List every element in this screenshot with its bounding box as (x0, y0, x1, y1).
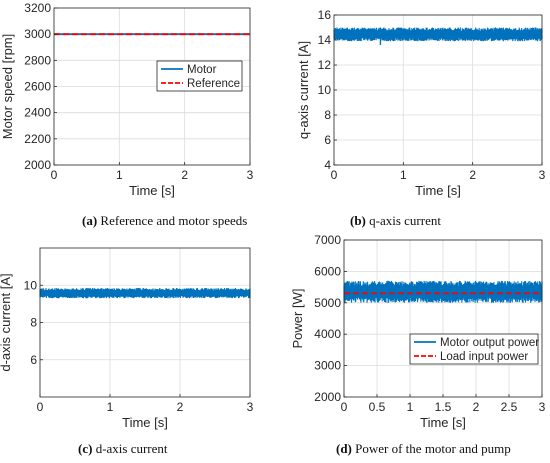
x-tick-label: 0 (341, 400, 348, 414)
x-tick-label: 2 (473, 400, 480, 414)
y-tick-label: 5000 (314, 296, 341, 310)
x-tick-label: 2 (177, 400, 184, 414)
x-tick-label: 0 (51, 168, 58, 182)
y-tick-label: 10 (24, 278, 38, 292)
y-tick-label: 16 (318, 8, 332, 22)
y-tick-label: 4 (324, 158, 331, 172)
x-tick-label: 2 (469, 168, 476, 182)
y-tick-label: 10 (318, 83, 332, 97)
x-tick-label: 1 (116, 168, 123, 182)
caption-a: (a) Reference and motor speeds (82, 213, 247, 229)
y-axis-label: q-axis current [A] (296, 41, 311, 139)
y-tick-label: 12 (318, 58, 332, 72)
series-line (333, 27, 543, 42)
caption-b-label: (b) (350, 213, 366, 228)
y-tick-label: 6 (30, 353, 37, 367)
y-tick-label: 7000 (314, 233, 341, 247)
x-tick-label: 2.5 (501, 400, 518, 414)
x-axis-label: Time [s] (420, 415, 466, 430)
x-axis-label: Time [s] (129, 183, 175, 198)
series-line (343, 280, 543, 303)
x-axis-label: Time [s] (415, 183, 461, 198)
y-tick-label: 2000 (314, 390, 341, 404)
y-tick-label: 2800 (24, 53, 51, 67)
y-tick-label: 6000 (314, 264, 341, 278)
legend: Motor Reference (156, 60, 243, 92)
caption-c: (c) d-axis current (78, 441, 168, 457)
y-axis-label: Power [W] (290, 289, 305, 349)
legend-box (156, 60, 243, 92)
legend-entry: Motor output power (440, 337, 539, 349)
x-tick-label: 3 (539, 400, 546, 414)
legend-entry: Load input power (440, 351, 528, 363)
caption-a-label: (a) (82, 213, 98, 228)
legend-entry: Motor (187, 64, 217, 76)
y-tick-label: 2000 (24, 158, 51, 172)
x-tick-label: 1 (407, 400, 414, 414)
y-tick-label: 6 (324, 133, 331, 147)
x-tick-label: 0.5 (369, 400, 386, 414)
legend-entry: Reference (187, 78, 240, 90)
chart-c: 0 1 2 3 6 8 10 Time [s] d-axis current [A] (0, 247, 254, 430)
legend-box (409, 333, 539, 365)
y-tick-label: 2600 (24, 80, 51, 94)
caption-c-label: (c) (78, 441, 93, 456)
y-tick-label: 8 (30, 316, 37, 330)
x-tick-label: 0 (331, 168, 338, 182)
x-tick-label: 1 (400, 168, 407, 182)
y-tick-label: 8 (324, 108, 331, 122)
caption-b: (b) q-axis current (350, 213, 441, 229)
x-tick-label: 3 (247, 168, 254, 182)
x-tick-label: 3 (247, 400, 254, 414)
series-line (39, 288, 251, 299)
legend: Motor output power Load input power (409, 333, 539, 365)
caption-d-text: Power of the motor and pump (351, 441, 511, 456)
caption-d: (d) Power of the motor and pump (336, 441, 511, 457)
y-tick-label: 3000 (24, 27, 51, 41)
y-axis-label: Motor speed [rpm] (0, 34, 15, 140)
chart-d: 0 0.5 1 1.5 2 2.5 3 2000 3000 4000 5000 6000 7000 Tim… (290, 233, 546, 430)
y-tick-label: 2400 (24, 106, 51, 120)
x-tick-label: 2 (181, 168, 188, 182)
y-tick-label: 3200 (24, 1, 51, 15)
y-tick-label: 2200 (24, 132, 51, 146)
caption-d-label: (d) (336, 441, 352, 456)
chart-a: 0 1 2 3 2000 2200 2400 2600 2800 3000 3200 Time [s]… (0, 1, 254, 198)
y-tick-label: 14 (318, 33, 332, 47)
x-tick-label: 1 (107, 400, 114, 414)
x-axis-label: Time [s] (122, 415, 168, 430)
x-tick-label: 3 (539, 168, 546, 182)
x-tick-label: 1.5 (435, 400, 452, 414)
y-tick-label: 4000 (314, 327, 341, 341)
y-tick-label: 3000 (314, 359, 341, 373)
y-axis-label: d-axis current [A] (0, 273, 13, 371)
x-tick-label: 0 (37, 400, 44, 414)
caption-c-text: d-axis current (92, 441, 168, 456)
caption-a-text: Reference and motor speeds (97, 213, 248, 228)
caption-b-text: q-axis current (365, 213, 441, 228)
